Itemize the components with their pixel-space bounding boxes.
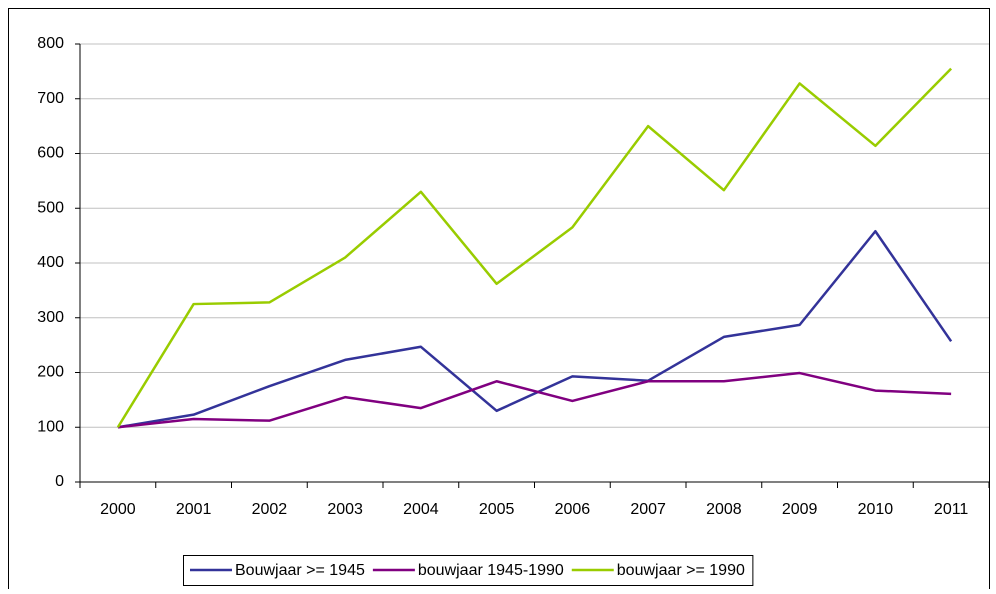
series-line [117, 371, 952, 429]
y-tick-label: 600 [37, 145, 64, 162]
x-tick-label: 2005 [479, 501, 515, 518]
y-tick-label: 200 [37, 364, 64, 381]
x-tick-label: 2003 [327, 501, 363, 518]
y-tick-label: 300 [37, 309, 64, 326]
x-tick-label: 2011 [934, 501, 969, 518]
x-tick-label: 2000 [100, 501, 136, 518]
x-tick-label: 2004 [403, 501, 439, 518]
legend-label: bouwjaar >= 1990 [617, 562, 745, 579]
y-tick-label: 700 [37, 90, 64, 107]
x-tick-label: 2009 [782, 501, 818, 518]
y-tick-label: 800 [37, 35, 64, 52]
legend-label: Bouwjaar >= 1945 [235, 562, 365, 579]
legend-label: bouwjaar 1945-1990 [418, 562, 564, 579]
x-tick-label: 2002 [252, 501, 288, 518]
x-tick-label: 2007 [630, 501, 666, 518]
series-line [116, 67, 953, 428]
legend-box [183, 555, 754, 586]
y-tick-label: 500 [37, 199, 64, 216]
y-tick-label: 100 [37, 418, 64, 435]
series-line [117, 229, 953, 429]
y-tick-label: 0 [55, 473, 64, 490]
x-tick-label: 2006 [555, 501, 591, 518]
legend: Bouwjaar >= 1945 bouwjaar 1945-1990 bouwja… [183, 555, 754, 586]
y-tick-label: 400 [37, 254, 64, 271]
chart-frame [8, 8, 990, 589]
x-tick-label: 2001 [176, 501, 212, 518]
x-tick-label: 2008 [706, 501, 742, 518]
x-tick-label: 2010 [858, 501, 894, 518]
